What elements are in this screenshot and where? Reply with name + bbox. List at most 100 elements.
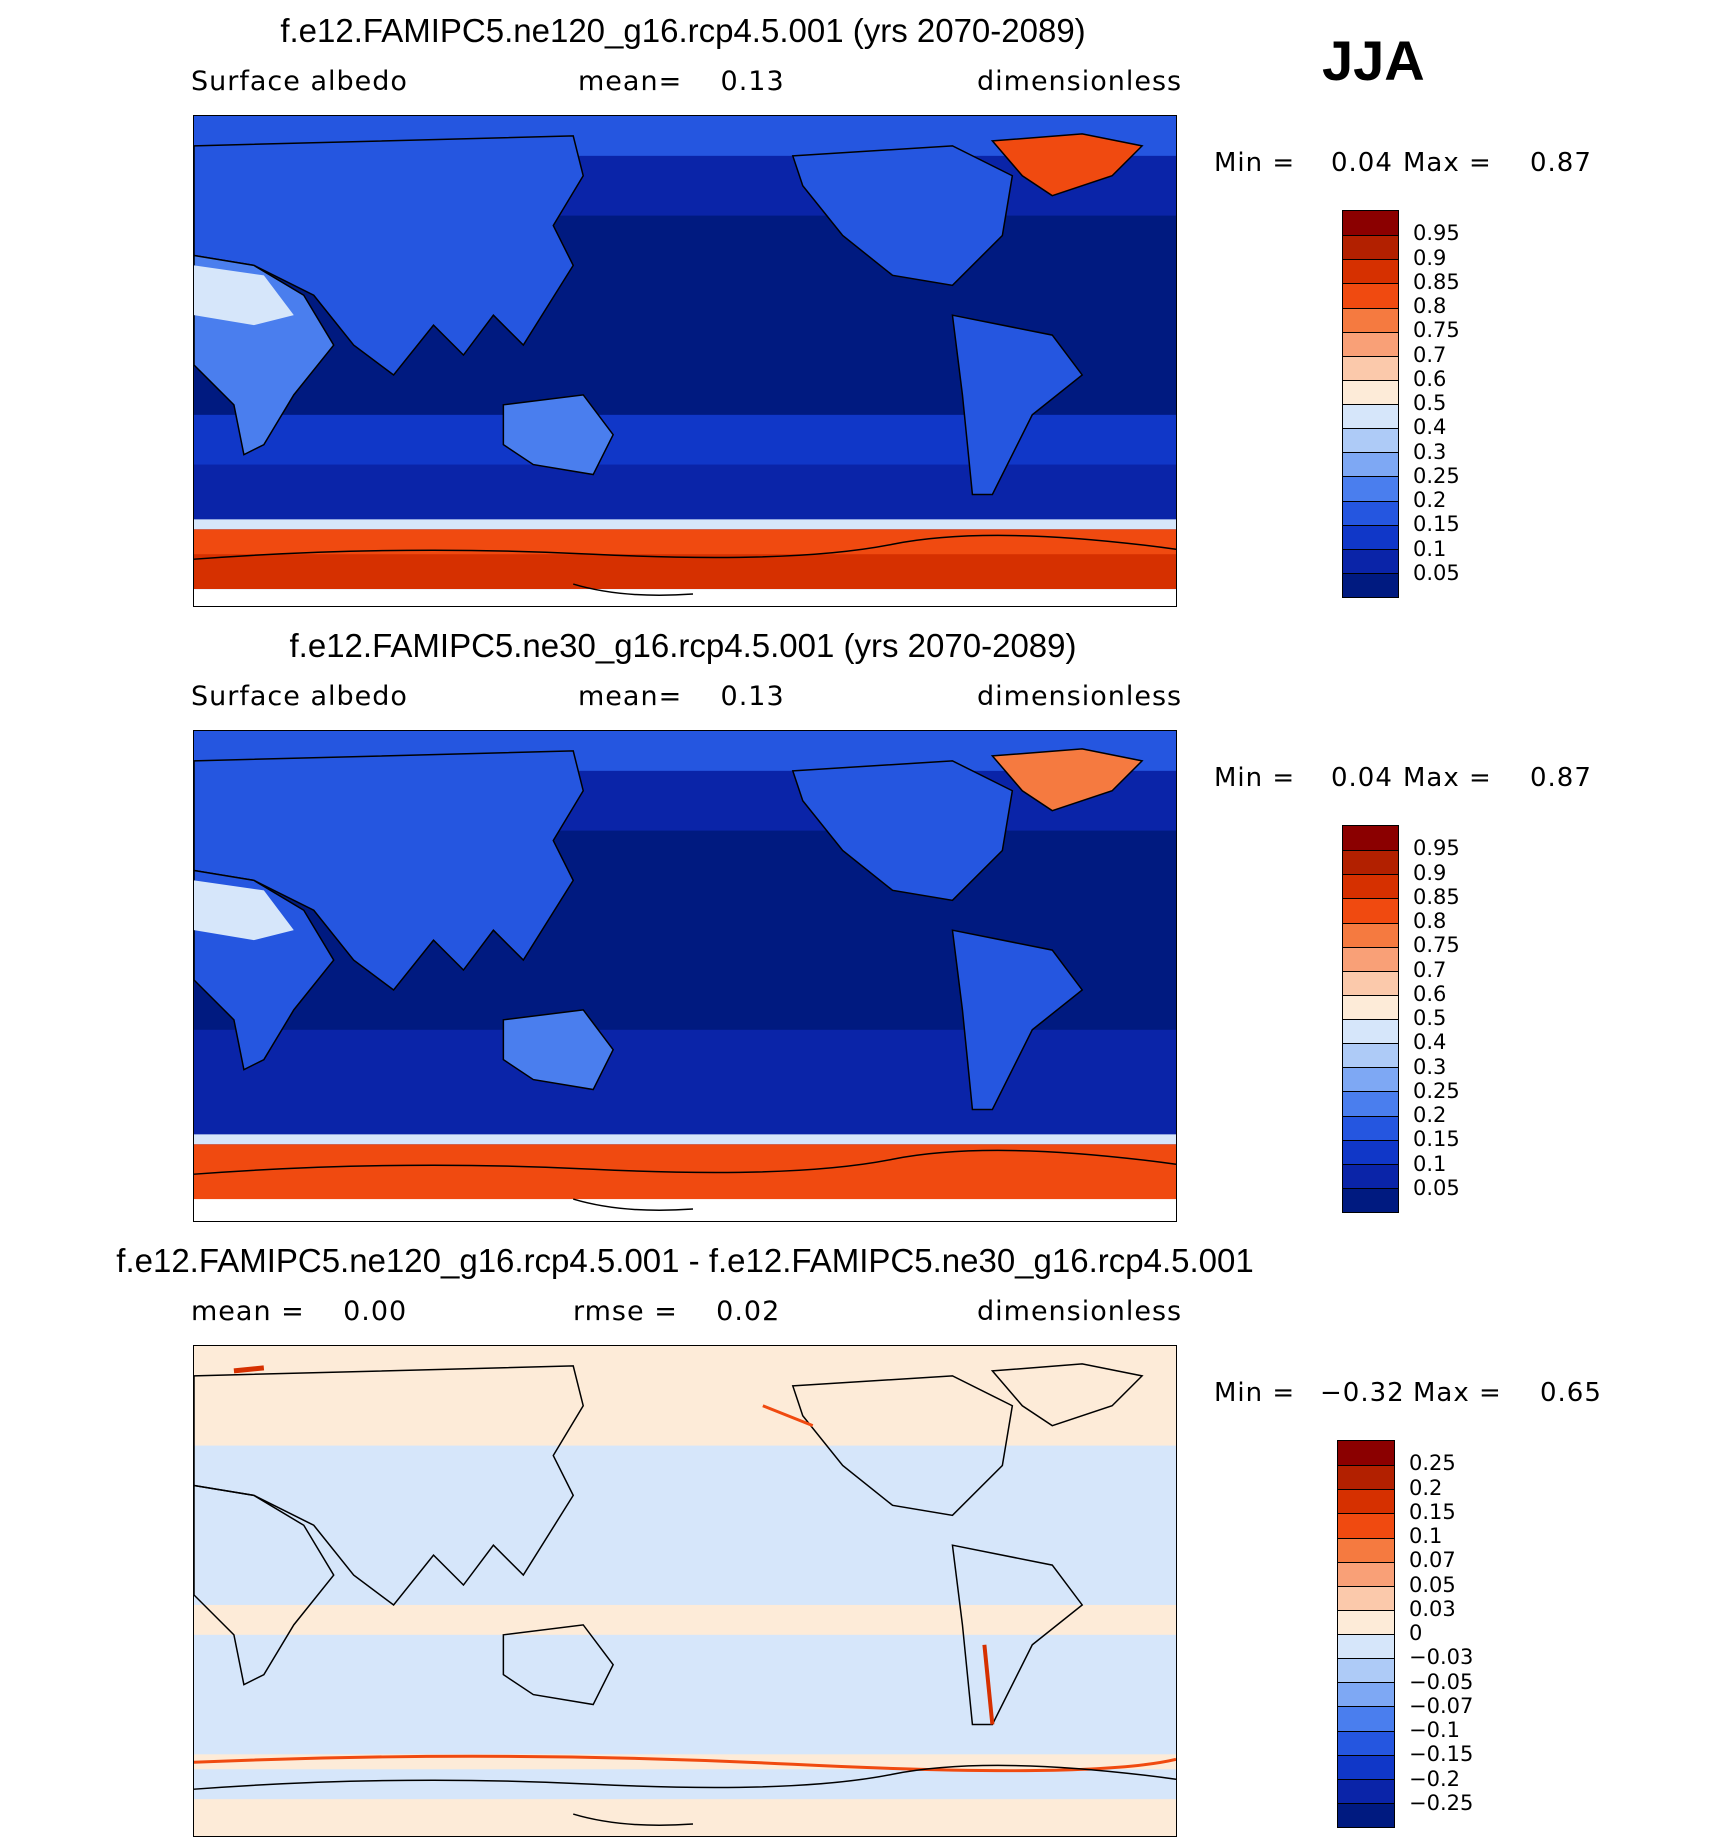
colorbar-label: −0.25 <box>1409 1790 1474 1815</box>
colorbar-box <box>1338 1706 1394 1731</box>
colorbar-label: −0.2 <box>1409 1766 1460 1791</box>
colorbar-label: 0.1 <box>1409 1524 1443 1548</box>
panel-1-min-label: Min = <box>1214 148 1296 178</box>
colorbar-box <box>1338 1634 1394 1659</box>
colorbar-box <box>1338 1802 1394 1827</box>
colorbar-label: −0.1 <box>1409 1718 1460 1742</box>
panel-1-map <box>193 115 1177 607</box>
colorbar-box <box>1343 1139 1398 1164</box>
colorbar-box <box>1338 1465 1394 1490</box>
colorbar-box <box>1338 1778 1394 1803</box>
colorbar-label: 0.95 <box>1413 836 1460 861</box>
colorbar-box <box>1343 1067 1398 1092</box>
colorbar-box <box>1338 1489 1394 1514</box>
panel-3-max-label: Max = <box>1413 1378 1502 1408</box>
panel-3-map-canvas <box>194 1346 1176 1836</box>
panel-2-min-value: 0.04 <box>1331 763 1393 793</box>
colorbar-box <box>1343 355 1398 380</box>
colorbar-label: 0.2 <box>1409 1475 1443 1500</box>
colorbar-box <box>1343 307 1398 332</box>
colorbar-box <box>1343 211 1398 236</box>
colorbar-label: 0.95 <box>1413 221 1460 246</box>
colorbar-box <box>1343 1115 1398 1140</box>
colorbar-label: 0.75 <box>1413 933 1460 958</box>
panel-1-map-canvas <box>194 116 1176 606</box>
colorbar-label: 0.7 <box>1413 957 1447 982</box>
panel-1-variable: Surface albedo <box>191 66 408 97</box>
colorbar-label: 0.85 <box>1413 884 1460 909</box>
colorbar-label: 0.07 <box>1409 1548 1456 1573</box>
colorbar-label: 0.6 <box>1413 981 1447 1006</box>
colorbar-label: 0.5 <box>1413 1006 1447 1030</box>
colorbar-label: 0.2 <box>1413 1103 1447 1127</box>
colorbar-label: 0.75 <box>1413 318 1460 343</box>
panel-2-max-value: 0.87 <box>1530 763 1592 793</box>
colorbar-label: −0.07 <box>1409 1693 1474 1718</box>
colorbar-box <box>1343 235 1398 260</box>
colorbar-label: 0 <box>1409 1621 1423 1645</box>
colorbar-box <box>1343 1163 1398 1188</box>
colorbar-box <box>1343 476 1398 501</box>
panel-3-title: f.e12.FAMIPC5.ne120_g16.rcp4.5.001 - f.e… <box>116 1242 1254 1279</box>
colorbar-box <box>1343 850 1398 875</box>
panel-1-title: f.e12.FAMIPC5.ne120_g16.rcp4.5.001 (yrs … <box>280 12 1086 49</box>
colorbar-box <box>1343 524 1398 549</box>
colorbar-box <box>1343 404 1398 429</box>
colorbar-box <box>1343 283 1398 308</box>
panel-3-units: dimensionless <box>977 1296 1183 1327</box>
colorbar-box <box>1343 428 1398 453</box>
colorbar-label: 0.15 <box>1409 1499 1456 1524</box>
panel-2-title: f.e12.FAMIPC5.ne30_g16.rcp4.5.001 (yrs 2… <box>289 627 1077 664</box>
colorbar-box <box>1338 1754 1394 1779</box>
panel-1-min-value: 0.04 <box>1331 148 1393 178</box>
panel-1-max-label: Max = <box>1403 148 1492 178</box>
colorbar-label: 0.1 <box>1413 536 1447 561</box>
colorbar-label: 0.8 <box>1413 909 1447 933</box>
colorbar-label: 0.05 <box>1413 1175 1460 1200</box>
panel-2-max-label: Max = <box>1403 763 1492 793</box>
panel-3-rmse: rmse = 0.02 <box>573 1296 781 1327</box>
colorbar-box <box>1338 1561 1394 1586</box>
season-label: JJA <box>1322 29 1425 92</box>
colorbar-label: 0.6 <box>1413 366 1447 391</box>
colorbar-box <box>1338 1682 1394 1707</box>
colorbar-box <box>1343 946 1398 971</box>
colorbar-box <box>1343 259 1398 284</box>
panel-2-variable: Surface albedo <box>191 681 408 712</box>
colorbar-box <box>1343 826 1398 851</box>
colorbar-label: 0.3 <box>1413 439 1447 464</box>
colorbar-label: 0.5 <box>1413 391 1447 415</box>
panel-1-mean: mean= 0.13 <box>578 66 785 97</box>
colorbar-box <box>1338 1537 1394 1562</box>
colorbar-box <box>1338 1658 1394 1683</box>
colorbar-box <box>1338 1609 1394 1634</box>
colorbar-box <box>1338 1730 1394 1755</box>
colorbar-label: 0.25 <box>1413 1078 1460 1103</box>
colorbar-label: 0.15 <box>1413 1127 1460 1152</box>
panel-2-units: dimensionless <box>977 681 1183 712</box>
colorbar-box <box>1343 1091 1398 1116</box>
colorbar-label: 0.05 <box>1409 1572 1456 1597</box>
panel-3-max-value: 0.65 <box>1540 1378 1602 1408</box>
colorbar-box <box>1343 994 1398 1019</box>
colorbar-label: 0.9 <box>1413 860 1447 885</box>
colorbar-box <box>1343 500 1398 525</box>
panel-1-units: dimensionless <box>977 66 1183 97</box>
colorbar-label: 0.25 <box>1409 1451 1456 1476</box>
colorbar-label: 0.2 <box>1413 488 1447 512</box>
colorbar-box <box>1343 1187 1398 1212</box>
panel-1-colorbar <box>1342 210 1399 598</box>
panel-3-mean: mean = 0.00 <box>191 1296 408 1327</box>
colorbar-label: 0.15 <box>1413 512 1460 537</box>
colorbar-box <box>1343 572 1398 597</box>
colorbar-box <box>1343 452 1398 477</box>
panel-3-colorbar <box>1337 1440 1395 1828</box>
colorbar-box <box>1343 1019 1398 1044</box>
colorbar-box <box>1343 922 1398 947</box>
colorbar-label: 0.03 <box>1409 1596 1456 1621</box>
panel-2-map <box>193 730 1177 1222</box>
colorbar-label: 0.85 <box>1413 269 1460 294</box>
panel-2-colorbar <box>1342 825 1399 1213</box>
colorbar-box <box>1343 898 1398 923</box>
colorbar-box <box>1343 874 1398 899</box>
